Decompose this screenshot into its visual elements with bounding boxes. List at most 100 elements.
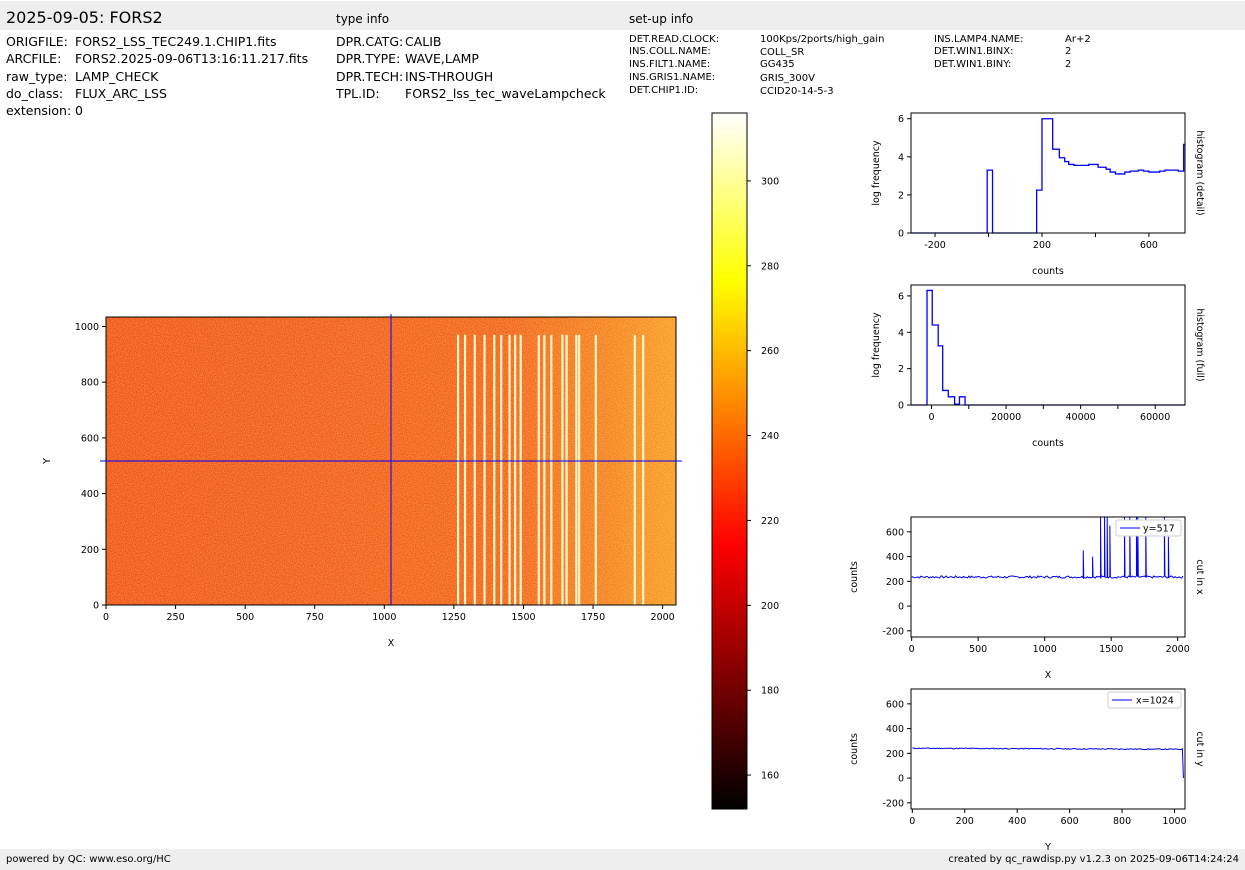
y-tick-label: 200: [886, 577, 904, 588]
file-info-key: ORIGFILE:: [6, 34, 68, 49]
x-tick-label: 40000: [1066, 412, 1096, 423]
setup-key: DET.WIN1.BINY:: [934, 59, 1012, 70]
file-info-value: FORS2.2025-09-06T13:16:11.217.fits: [75, 51, 309, 66]
setup-key: INS.FILT1.NAME:: [629, 59, 711, 70]
y-tick-label: 200: [81, 545, 99, 556]
x-tick-label: 1000: [1033, 644, 1057, 655]
setup-info-heading: set-up info: [629, 12, 694, 26]
axes-frame: [910, 516, 1186, 638]
y-tick-label: 0: [898, 229, 904, 240]
x-tick-label: 1000: [372, 612, 396, 623]
setup-key: INS.GRIS1.NAME:: [629, 72, 716, 83]
setup-key: DET.WIN1.BINX:: [934, 46, 1014, 57]
footer-right-text: created by qc_rawdisp.py v1.2.3 on 2025-…: [948, 854, 1239, 865]
axes-frame: [910, 688, 1186, 810]
cut-x-line: [911, 516, 1184, 580]
y-tick-label: 4: [898, 152, 904, 163]
x-tick-label: 1750: [581, 612, 605, 623]
emission-line: [519, 334, 522, 605]
panel-side-label: cut in x: [1194, 559, 1205, 595]
file-info-key: ARCFILE:: [6, 51, 62, 66]
y-tick-label: 6: [898, 291, 904, 302]
colorbar-tick-label: 200: [761, 601, 779, 612]
y-tick-label: 1000: [75, 322, 99, 333]
page-title: 2025-09-05: FORS2: [6, 8, 163, 27]
type-info-heading: type info: [336, 12, 390, 26]
y-axis-label: Y: [42, 458, 53, 465]
y-tick-label: 6: [898, 114, 904, 125]
colorbar-tick-label: 280: [761, 261, 779, 272]
colorbar-tick-label: 300: [761, 176, 779, 187]
x-tick-label: 0: [909, 644, 915, 655]
y-tick-label: -200: [882, 626, 904, 637]
y-tick-label: 0: [93, 601, 99, 612]
y-tick-label: 600: [81, 433, 99, 444]
setup-key: DET.READ.CLOCK:: [629, 34, 720, 45]
x-tick-label: 1000: [1162, 816, 1186, 827]
y-tick-label: 400: [81, 489, 99, 500]
y-tick-label: -200: [882, 798, 904, 809]
x-tick-label: 1500: [511, 612, 535, 623]
y-axis-label: counts: [849, 733, 860, 765]
x-axis-label: Y: [1044, 842, 1051, 853]
y-tick-label: 2: [898, 364, 904, 375]
x-tick-label: 750: [306, 612, 324, 623]
setup-value: 100Kps/2ports/high_gain: [760, 34, 885, 45]
y-tick-label: 800: [81, 378, 99, 389]
y-tick-label: 400: [886, 724, 904, 735]
emission-line: [473, 334, 476, 605]
setup-value: Ar+2: [1065, 34, 1091, 45]
emission-line: [578, 334, 581, 605]
x-tick-label: 400: [1008, 816, 1026, 827]
y-tick-label: 400: [886, 552, 904, 563]
type-info-key: DPR.TECH:: [336, 69, 404, 84]
y-tick-label: 200: [886, 749, 904, 760]
x-tick-label: 500: [236, 612, 254, 623]
type-info-key: TPL.ID:: [336, 86, 380, 101]
x-tick-label: 2000: [651, 612, 675, 623]
x-tick-label: 20000: [991, 412, 1021, 423]
emission-line: [508, 334, 511, 605]
emission-line: [575, 334, 578, 605]
setup-value: COLL_SR: [760, 47, 805, 58]
emission-line: [483, 334, 486, 605]
image-panel: 0 250 500 750 1000 1250 1500 1750 2000 0 200 400 600…: [42, 314, 682, 649]
emission-line: [493, 334, 496, 605]
emission-line: [463, 334, 467, 605]
y-tick-label: 4: [898, 328, 904, 339]
emission-line: [514, 334, 517, 605]
x-tick-label: 0: [909, 816, 915, 827]
type-info-value: INS-THROUGH: [405, 69, 494, 84]
emission-line: [456, 334, 460, 605]
x-tick-label: 800: [1113, 816, 1131, 827]
x-tick-label: -200: [924, 240, 946, 251]
y-tick-label: 0: [898, 774, 904, 785]
x-tick-label: 2000: [1166, 644, 1190, 655]
setup-value: 2: [1065, 46, 1072, 57]
setup-key: DET.CHIP1.ID:: [629, 85, 699, 96]
setup-key: INS.COLL.NAME:: [629, 46, 711, 57]
file-info-value: FORS2_LSS_TEC249.1.CHIP1.fits: [75, 34, 277, 49]
x-tick-label: 1250: [442, 612, 466, 623]
cut-y-line: [912, 747, 1184, 779]
x-axis-label: counts: [1032, 438, 1064, 449]
axes-frame: [910, 112, 1186, 234]
y-tick-label: 2: [898, 190, 904, 201]
y-tick-label: 600: [886, 699, 904, 710]
colorbar-tick-label: 160: [761, 771, 779, 782]
file-info-value: LAMP_CHECK: [75, 69, 159, 84]
legend-box: [1107, 691, 1182, 709]
file-info-value: FLUX_ARC_LSS: [75, 86, 167, 101]
emission-line: [633, 334, 636, 605]
x-tick-label: 200: [956, 816, 974, 827]
emission-line: [550, 334, 553, 605]
x-tick-label: 250: [167, 612, 185, 623]
setup-value: GG435: [760, 59, 795, 70]
setup-value: GRIS_300V: [760, 73, 815, 84]
emission-line: [500, 334, 503, 605]
x-tick-label: 0: [928, 412, 934, 423]
x-axis-label: X: [1045, 670, 1052, 681]
y-axis-label: log frequency: [871, 140, 882, 206]
